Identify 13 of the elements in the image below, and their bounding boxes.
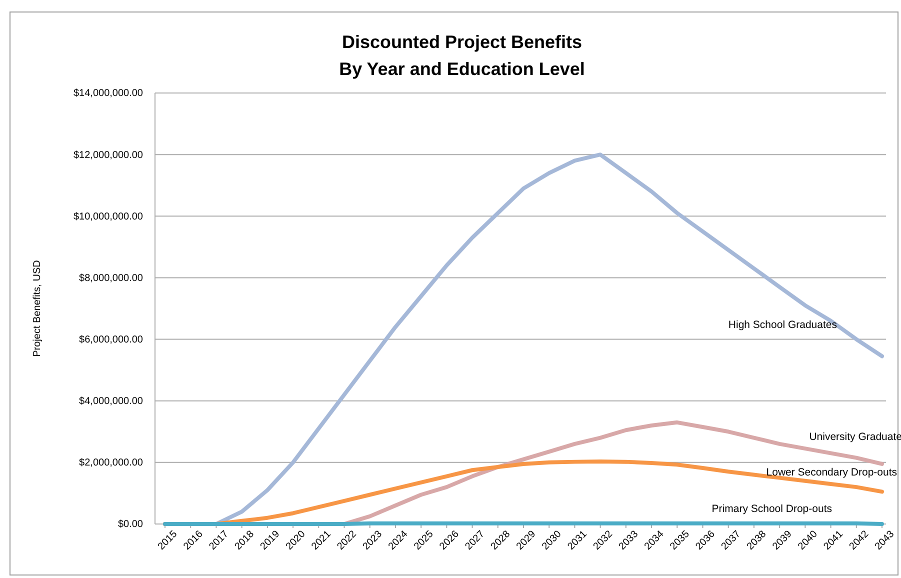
y-tick-label: $14,000,000.00: [73, 88, 144, 100]
y-tick-label: $6,000,000.00: [79, 334, 144, 346]
chart-title: Discounted Project Benefits By Year and Education Level: [339, 32, 585, 79]
series-label: Lower Secondary Drop-outs: [766, 466, 897, 479]
y-tick-label: $4,000,000.00: [79, 396, 144, 408]
y-tick-label: $2,000,000.00: [79, 458, 144, 469]
y-tick-label: $10,000,000.00: [73, 211, 144, 222]
series-label: Primary School Drop-outs: [712, 503, 832, 515]
y-tick-label: $0.00: [118, 519, 144, 530]
y-tick-label: $12,000,000.00: [73, 150, 144, 161]
y-axis-title: Project Benefits, USD: [32, 260, 43, 357]
series-label: High School Graduates: [728, 319, 837, 332]
y-tick-label: $8,000,000.00: [79, 272, 144, 284]
